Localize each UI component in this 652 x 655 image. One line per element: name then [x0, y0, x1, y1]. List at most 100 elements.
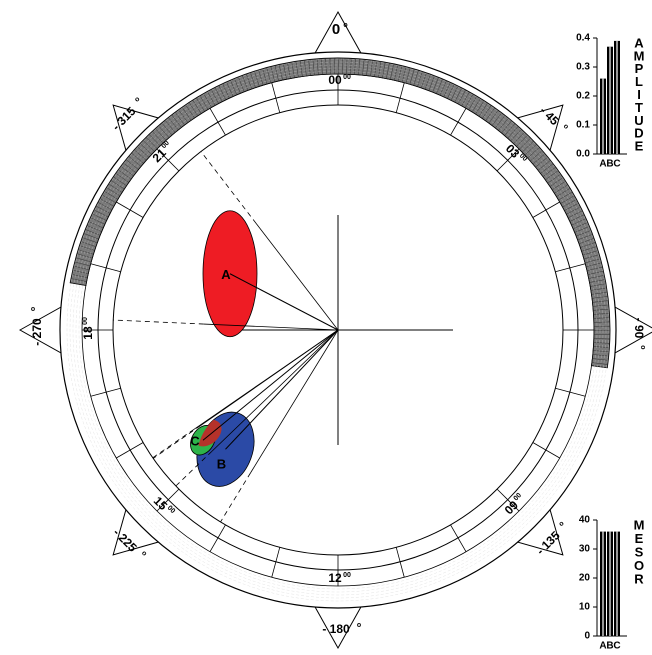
band-stripe — [439, 80, 447, 96]
band-stripe — [266, 67, 272, 84]
tangent-C — [193, 329, 339, 430]
band-stripe — [482, 105, 492, 119]
band-stripe — [346, 58, 348, 75]
band-stripe — [214, 87, 223, 102]
mesor-chart-title-letter: S — [635, 544, 644, 559]
band-stripe — [593, 350, 610, 353]
mesor-chart-title-letter: O — [634, 558, 644, 573]
band-stripe — [85, 229, 101, 236]
hour-tick-outer — [90, 263, 107, 269]
band-stripe — [354, 58, 356, 75]
band-stripe — [262, 68, 268, 85]
phase-label-6: - 270 o — [30, 307, 44, 346]
amplitude-chart-title-letter: U — [634, 113, 643, 128]
phase-label-degree: o — [133, 96, 141, 104]
amplitude-chart-ytick-label: 0.2 — [576, 91, 590, 102]
band-stripe — [174, 112, 185, 126]
band-stripe — [545, 170, 559, 181]
band-stripe — [325, 58, 327, 75]
band-stripe — [535, 156, 549, 168]
band-stripe — [592, 300, 609, 303]
band-stripe — [242, 75, 249, 91]
band-stripe — [222, 83, 230, 99]
band-stripe — [110, 180, 125, 190]
amplitude-chart-title-letter: E — [635, 139, 644, 154]
band-stripe — [70, 282, 86, 286]
phase-label-degree: o — [639, 345, 646, 349]
band-stripe — [584, 258, 601, 264]
band-stripe — [106, 187, 121, 197]
band-stripe — [510, 129, 522, 142]
amplitude-chart-cat-C: C — [613, 159, 620, 170]
band-stripe — [115, 173, 129, 183]
band-stripe — [92, 213, 107, 221]
band-stripe — [542, 166, 556, 177]
mesor-chart-ytick-label: 40 — [579, 515, 591, 526]
band-stripe — [554, 184, 569, 194]
hour-tick-outer — [507, 499, 520, 512]
band-stripe — [465, 93, 474, 108]
amplitude-chart-cat-A: A — [599, 159, 606, 170]
clock-label-sup: 00 — [166, 505, 177, 516]
phase-label-degree: o — [30, 307, 37, 311]
band-stripe — [70, 278, 87, 282]
band-stripe — [168, 117, 179, 131]
amplitude-chart-title-letter: D — [634, 126, 643, 141]
hour-tick-outer — [457, 537, 467, 552]
band-stripe — [501, 120, 512, 134]
band-stripe — [155, 128, 167, 141]
amplitude-chart-cat-B: B — [606, 159, 613, 170]
band-stripe — [113, 176, 127, 186]
band-stripe — [72, 270, 89, 274]
band-stripe — [424, 74, 431, 90]
band-stripe — [519, 137, 531, 150]
band-stripe — [586, 262, 602, 267]
vector-C — [202, 329, 339, 441]
band-stripe — [532, 153, 546, 165]
band-stripe — [593, 317, 610, 319]
band-stripe — [540, 163, 554, 174]
band-stripe — [287, 62, 291, 79]
band-stripe — [74, 261, 91, 267]
hour-tick — [168, 160, 180, 172]
band-stripe — [580, 242, 596, 248]
band-ring — [75, 67, 601, 593]
hour-tick — [395, 547, 401, 562]
band-stripe — [304, 60, 307, 76]
phase-label-text: - 270 — [30, 318, 44, 346]
band-stripe — [226, 81, 234, 97]
hour-tick — [532, 209, 547, 218]
band-stripe — [432, 77, 439, 93]
band-stripe — [171, 114, 182, 128]
band-stripe — [405, 67, 411, 84]
mesor-chart-title-letter: R — [634, 571, 644, 586]
band-stripe — [188, 102, 198, 116]
band-stripe — [95, 205, 111, 214]
band-stripe — [524, 144, 537, 156]
band-stripe — [547, 173, 561, 184]
band-stripe — [316, 58, 319, 75]
band-stripe — [88, 221, 104, 229]
band-stripe — [513, 131, 525, 144]
amplitude-chart-ytick-label: 0.0 — [576, 149, 590, 160]
band-ring — [66, 58, 610, 602]
band-stripe — [450, 85, 459, 101]
phase-label-2: - 90 o — [632, 318, 646, 350]
hour-tick — [555, 387, 570, 393]
band-stripe — [537, 160, 551, 171]
band-stripe — [589, 279, 606, 283]
band-stripe — [591, 291, 608, 295]
band-stripe — [128, 156, 142, 167]
tangent-ext-B — [220, 472, 251, 523]
band-stripe — [295, 61, 299, 78]
clock-label-00: 00 00 — [328, 73, 351, 87]
band-stripe — [134, 149, 147, 161]
hour-tick-outer — [116, 201, 131, 211]
series-label-B: B — [217, 457, 226, 472]
band-stripe — [97, 202, 113, 210]
band-stripe — [443, 82, 451, 97]
band-stripe — [552, 180, 566, 190]
hour-tick — [496, 488, 508, 500]
band-stripe — [593, 313, 610, 315]
